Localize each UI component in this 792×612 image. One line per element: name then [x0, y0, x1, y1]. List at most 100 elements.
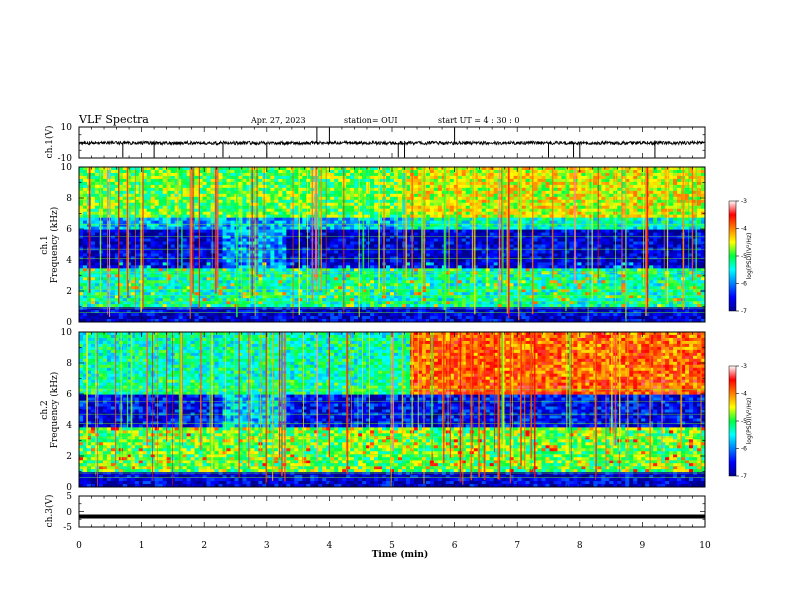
spectrogram-cell — [258, 181, 263, 186]
spectrogram-cell — [254, 283, 259, 287]
spectrogram-cell — [130, 175, 136, 180]
spectrogram-cell — [417, 259, 423, 263]
spectrogram-cell — [445, 196, 451, 201]
spectrogram-cell — [158, 217, 164, 221]
spectrogram-cell — [210, 244, 215, 248]
spectrogram-cell — [246, 256, 251, 260]
spectrogram-cell — [366, 310, 371, 314]
spectrogram-cell — [437, 316, 443, 320]
spectrogram-cell — [326, 262, 331, 266]
spectrogram-cell — [306, 319, 311, 322]
spectrogram-cell — [262, 313, 267, 317]
spectrogram-cell — [134, 175, 140, 180]
spectrogram-cell — [134, 262, 140, 266]
spectrogram-cell — [306, 220, 311, 224]
spectrogram-cell — [102, 178, 108, 183]
spectrogram-cell — [390, 262, 395, 266]
spectrogram-cell — [270, 286, 275, 290]
spectrogram-cell — [290, 229, 295, 233]
spectrogram-cell — [142, 283, 148, 287]
spectrogram-cell — [226, 271, 231, 275]
spectrogram-cell — [230, 187, 235, 192]
spectrogram-cell — [130, 232, 136, 236]
spectrogram-cell — [445, 193, 451, 198]
spectrogram-cell — [445, 250, 451, 254]
spectrogram-cell — [134, 244, 140, 248]
spectrogram-cell — [310, 310, 315, 314]
spectrogram-cell — [130, 286, 136, 290]
spectrogram-cell — [282, 199, 287, 204]
spectrogram-cell — [282, 268, 287, 272]
spectrogram-cell — [374, 226, 379, 230]
spectrogram-cell — [425, 223, 431, 227]
spectrogram-cell — [270, 238, 275, 242]
spectrogram-cell — [226, 283, 231, 287]
spectrogram-cell — [218, 292, 223, 296]
spectrogram-cell — [114, 262, 120, 266]
spectrogram-cell — [413, 178, 419, 183]
spectrogram-cell — [254, 241, 259, 245]
spectrogram-cell — [266, 292, 271, 296]
spectrogram-cell — [254, 172, 259, 177]
spectrogram-cell — [258, 167, 263, 171]
spectrogram-cell — [238, 223, 243, 227]
spectrogram-cell — [238, 199, 243, 204]
spectrogram-cell — [354, 217, 359, 221]
spectrogram-cell — [118, 262, 124, 266]
spectrogram-cell — [238, 265, 243, 269]
spectrogram-cell — [346, 199, 351, 204]
spectrogram-cell — [214, 295, 219, 299]
spectrogram-cell — [206, 226, 211, 230]
spectrogram-cell — [445, 304, 451, 308]
spectrogram-cell — [102, 226, 108, 230]
spectrogram-cell — [158, 268, 164, 272]
spectrogram-cell — [445, 289, 451, 293]
spectrogram-cell — [425, 202, 431, 207]
spectrogram-cell — [158, 193, 164, 198]
spectrogram-cell — [90, 253, 96, 257]
spectrogram-cell — [246, 244, 251, 248]
spectrogram-cell — [254, 256, 259, 260]
spectrogram-cell — [366, 167, 371, 171]
spectrogram-cell — [374, 241, 379, 245]
spectrogram-cell — [370, 316, 375, 320]
spectrogram-cell — [282, 202, 287, 207]
spectrogram-cell — [425, 190, 431, 195]
spectrogram-cell — [218, 214, 223, 218]
spectrogram-cell — [206, 250, 211, 254]
spectrogram-cell — [266, 274, 271, 278]
spectrogram-cell — [82, 304, 88, 308]
spectrogram-cell — [338, 292, 343, 296]
spectrogram-cell — [150, 175, 156, 180]
spectrogram-cell — [222, 217, 227, 221]
spectrogram-cell — [445, 295, 451, 299]
spectrogram-cell — [218, 244, 223, 248]
spectrogram-cell — [326, 307, 331, 311]
spectrogram-cell — [230, 235, 235, 239]
spectrogram-cell — [110, 223, 116, 227]
spectrogram-cell — [142, 268, 148, 272]
spectrogram-cell — [397, 286, 403, 290]
spectrogram-cell — [210, 181, 215, 186]
spectrogram-cell — [286, 301, 291, 305]
spectrogram-cell — [154, 235, 160, 239]
spectrogram-cell — [405, 217, 411, 221]
spectrogram-cell — [142, 301, 148, 305]
spectrogram-cell — [242, 304, 247, 308]
spectrogram-cell — [282, 193, 287, 198]
spectrogram-cell — [202, 178, 207, 183]
spectrogram-cell — [258, 313, 263, 317]
spectrogram-cell — [222, 175, 227, 180]
spectrogram-cell — [298, 193, 303, 198]
spectrogram-cell — [82, 223, 88, 227]
spectrogram-cell — [170, 181, 175, 186]
spectrogram-cell — [230, 256, 235, 260]
spectrogram-cell — [90, 181, 96, 186]
spectrogram-cell — [122, 241, 128, 245]
spectrogram-cell — [386, 223, 391, 227]
spectrogram-cell — [346, 292, 351, 296]
spectrogram-cell — [354, 175, 359, 180]
spectrogram-cell — [166, 244, 172, 248]
spectrogram-cell — [437, 292, 443, 296]
spectrogram-cell — [162, 301, 168, 305]
